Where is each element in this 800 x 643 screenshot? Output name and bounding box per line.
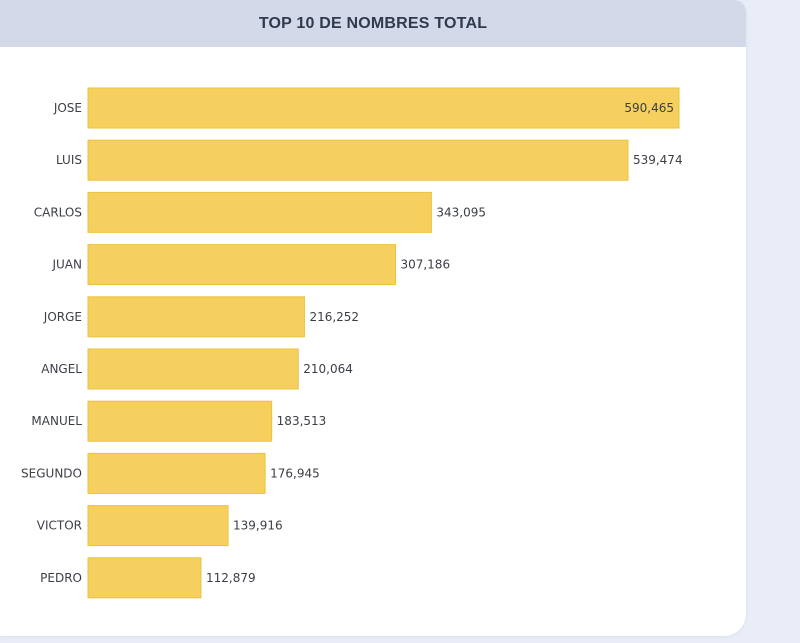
bar-jorge[interactable] [87,296,305,338]
category-label: CARLOS [34,205,82,219]
category-label: JORGE [43,310,82,324]
bar-luis[interactable] [87,139,629,181]
value-label: 216,252 [309,310,359,324]
value-label: 183,513 [277,414,327,428]
bar-victor[interactable] [87,505,229,547]
bars-layer: JOSE 590,465 LUIS 539,474 CARLOS 343,095 JUAN 3… [21,87,683,599]
value-label: 112,879 [206,571,256,585]
value-label: 307,186 [400,258,450,272]
category-label: SEGUNDO [21,466,82,480]
bar-angel[interactable] [87,348,299,390]
category-label: PEDRO [40,571,82,585]
category-label: JUAN [51,258,82,272]
value-label: 539,474 [633,153,683,167]
bar-pedro[interactable] [87,557,202,599]
bar-carlos[interactable] [87,191,432,233]
bar-juan[interactable] [87,244,396,286]
category-label: VICTOR [37,519,82,533]
bar-segundo[interactable] [87,452,266,494]
chart-header: TOP 10 DE NOMBRES TOTAL [0,0,746,47]
value-label: 343,095 [436,205,486,219]
bar-manuel[interactable] [87,400,273,442]
category-label: JOSE [53,101,82,115]
value-label: 139,916 [233,519,283,533]
chart-title: TOP 10 DE NOMBRES TOTAL [258,14,488,32]
category-label: MANUEL [31,414,82,428]
bar-chart: JOSE 590,465 LUIS 539,474 CARLOS 343,095 JUAN 3… [21,87,683,599]
value-label: 590,465 [624,101,674,115]
bar-jose[interactable] [87,87,680,129]
category-label: ANGEL [41,362,82,376]
category-label: LUIS [56,153,82,167]
value-label: 176,945 [270,466,320,480]
value-label: 210,064 [303,362,353,376]
